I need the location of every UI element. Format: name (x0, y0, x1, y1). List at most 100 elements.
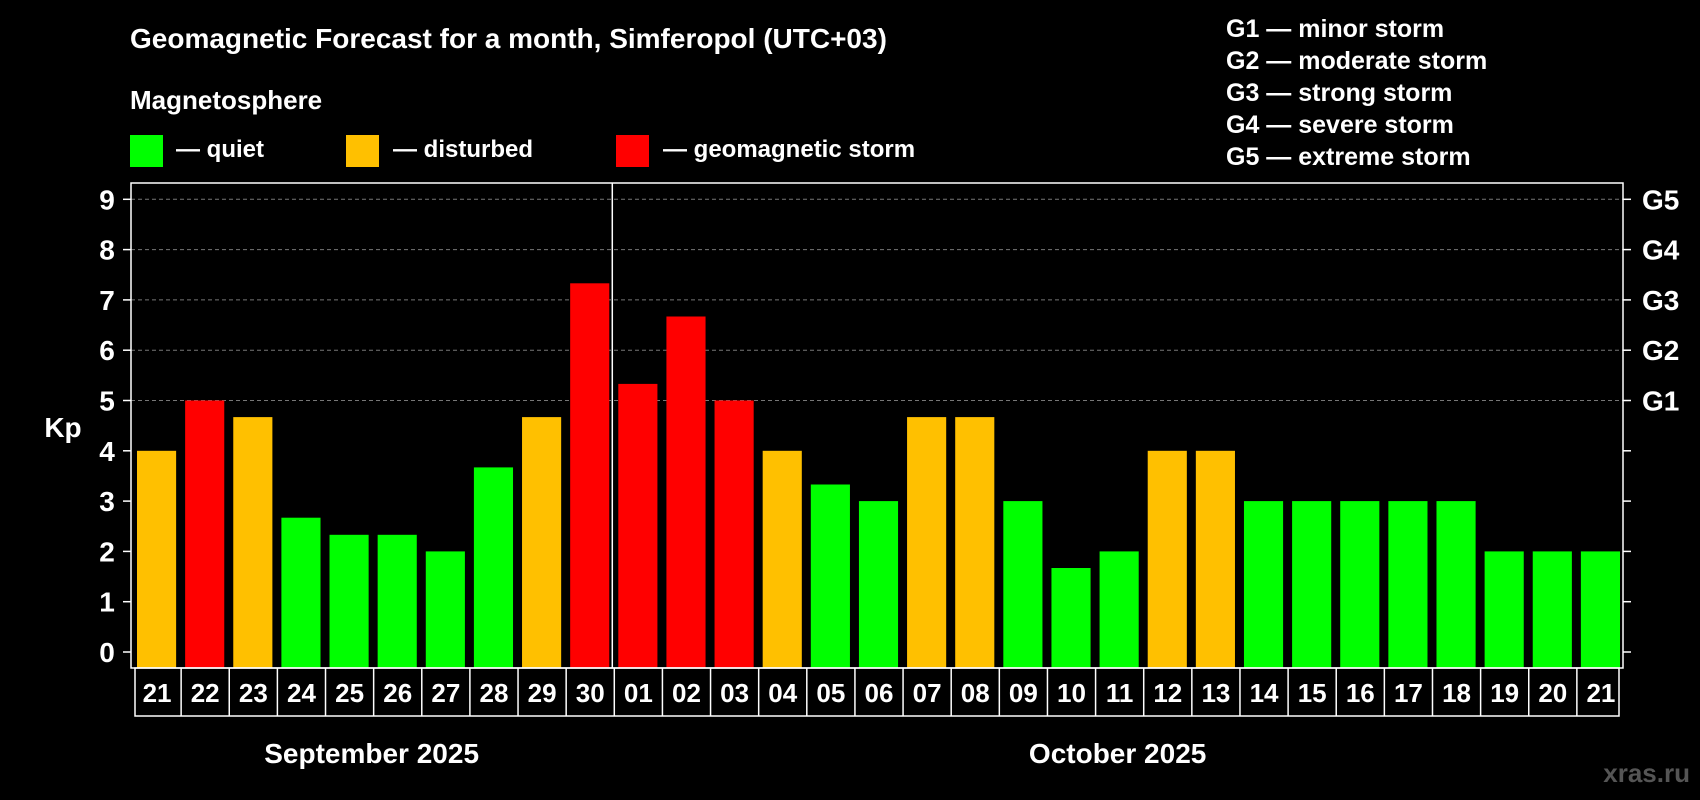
day-row-frame (134, 667, 1620, 717)
bars (137, 283, 1620, 668)
bar-11 (666, 316, 706, 668)
bar-7 (473, 467, 514, 668)
day-label: 13 (1201, 678, 1230, 708)
bar-20 (1099, 551, 1139, 668)
day-label: 10 (1057, 678, 1086, 708)
legend-label-disturbed: — disturbed (393, 136, 533, 163)
bar-21 (1147, 450, 1187, 668)
bar-6 (425, 551, 465, 668)
day-label: 21 (143, 678, 172, 708)
bar-18 (1003, 501, 1043, 668)
day-label: 27 (431, 678, 460, 708)
chart-title: Geomagnetic Forecast for a month, Simfer… (130, 23, 887, 54)
bar-5 (377, 534, 417, 668)
day-label: 20 (1538, 678, 1567, 708)
bar-13 (762, 450, 802, 668)
bar-26 (1388, 501, 1428, 668)
day-label: 17 (1394, 678, 1423, 708)
day-label: 21 (1586, 678, 1615, 708)
day-label: 30 (576, 678, 605, 708)
month-label-0: September 2025 (264, 738, 479, 769)
legend-swatch-quiet (130, 135, 163, 167)
bar-27 (1436, 501, 1476, 668)
day-labels: 21 22 23 24 25 26 27 28 29 30 01 02 03 04 05 06 07 08 09 10… (134, 667, 1620, 717)
bar-29 (1532, 551, 1572, 668)
y-axis-label: Kp (44, 412, 81, 443)
right-axis-label: G2 (1642, 335, 1679, 366)
storm-scale-g1: G1 — minor storm (1226, 15, 1444, 43)
day-label: 06 (865, 678, 894, 708)
bar-3 (281, 517, 321, 668)
bar-2 (233, 417, 273, 668)
day-label: 07 (913, 678, 942, 708)
legend-label-quiet: — quiet (176, 136, 264, 163)
storm-scale-g3: G3 — strong storm (1226, 79, 1452, 107)
y-tick-label: 6 (99, 335, 115, 366)
bar-10 (618, 383, 658, 668)
legend-swatch-storm (616, 135, 649, 167)
day-label: 11 (1106, 678, 1134, 708)
right-axis-label: G5 (1642, 184, 1679, 215)
bar-14 (810, 484, 850, 668)
bar-1 (185, 400, 225, 668)
bar-17 (955, 417, 995, 668)
right-axis-label: G3 (1642, 285, 1679, 316)
y-tick-label: 8 (99, 235, 115, 266)
day-label: 09 (1009, 678, 1038, 708)
day-label: 15 (1298, 678, 1327, 708)
right-axis-label: G1 (1642, 386, 1679, 417)
day-label: 01 (624, 678, 653, 708)
bar-8 (522, 417, 562, 668)
day-label: 03 (720, 678, 749, 708)
day-label: 24 (287, 678, 316, 708)
y-tick-label: 0 (99, 637, 115, 668)
bar-22 (1195, 450, 1235, 668)
day-label: 25 (335, 678, 364, 708)
day-label: 02 (672, 678, 701, 708)
grid-lines (131, 198, 1623, 401)
day-label: 05 (816, 678, 845, 708)
y-tick-label: 4 (99, 436, 115, 467)
bar-23 (1243, 501, 1284, 668)
day-label: 22 (191, 678, 220, 708)
month-labels: September 2025 October 2025 (264, 738, 1206, 769)
legend: — quiet — disturbed — geomagnetic storm (130, 135, 915, 167)
day-label: 29 (528, 678, 557, 708)
bar-0 (137, 450, 177, 668)
day-label: 08 (961, 678, 990, 708)
day-label: 28 (480, 678, 509, 708)
y-tick-label: 5 (99, 386, 115, 417)
chart-subtitle: Magnetosphere (130, 85, 322, 115)
day-label: 14 (1250, 678, 1279, 708)
bar-15 (858, 501, 899, 668)
day-label: 04 (768, 678, 797, 708)
day-label: 16 (1346, 678, 1375, 708)
watermark: xras.ru (1603, 758, 1690, 788)
y-tick-label: 7 (99, 285, 115, 316)
legend-swatch-disturbed (346, 135, 379, 167)
storm-scale-legend: G1 — minor storm G2 — moderate storm G3 … (1226, 15, 1487, 171)
y-tick-label: 3 (99, 486, 115, 517)
y-tick-label: 9 (99, 184, 115, 215)
bar-16 (907, 417, 947, 668)
y-tick-label: 1 (99, 587, 115, 618)
day-label: 12 (1153, 678, 1182, 708)
right-axis-label: G4 (1642, 235, 1680, 266)
bar-28 (1484, 551, 1524, 668)
y-tick-label: 2 (99, 536, 115, 567)
day-label: 19 (1490, 678, 1519, 708)
bar-25 (1340, 501, 1380, 668)
y-tick-labels: 0 1 2 3 4 5 6 7 8 9 (99, 184, 115, 668)
bar-19 (1051, 567, 1091, 668)
storm-scale-g5: G5 — extreme storm (1226, 143, 1471, 171)
storm-scale-g4: G4 — severe storm (1226, 111, 1454, 139)
storm-scale-g2: G2 — moderate storm (1226, 47, 1487, 75)
bar-9 (570, 283, 610, 668)
bar-30 (1580, 551, 1620, 668)
bar-12 (714, 400, 754, 668)
bar-4 (329, 534, 369, 668)
month-label-1: October 2025 (1029, 738, 1206, 769)
legend-label-storm: — geomagnetic storm (663, 136, 915, 163)
right-axis-labels: G1 G2 G3 G4 G5 (1642, 184, 1680, 416)
